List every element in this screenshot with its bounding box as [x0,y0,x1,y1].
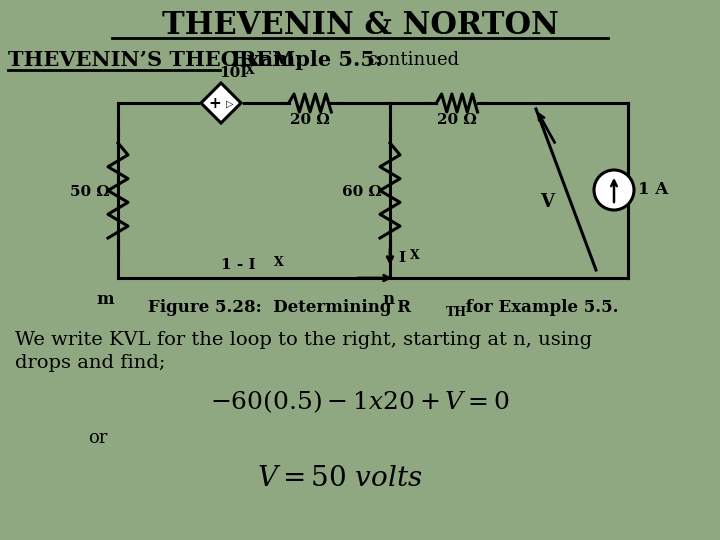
Text: Figure 5.28:  Determining R: Figure 5.28: Determining R [148,300,411,316]
Text: 1 A: 1 A [638,181,668,199]
Text: X: X [274,256,284,269]
Text: 50 Ω: 50 Ω [70,185,110,199]
Text: X: X [410,249,420,262]
Text: THEVENIN’S THEOREM:: THEVENIN’S THEOREM: [8,50,303,70]
Text: X: X [245,64,255,77]
Polygon shape [201,83,241,123]
Text: $-60(0.5)-1x20+V=0$: $-60(0.5)-1x20+V=0$ [210,389,510,415]
Text: TH: TH [446,307,467,320]
Text: 20 Ω: 20 Ω [290,113,330,127]
Text: for Example 5.5.: for Example 5.5. [460,300,618,316]
Text: I: I [398,251,405,265]
Text: +: + [209,96,221,111]
Text: continued: continued [362,51,459,69]
Text: m: m [96,291,114,308]
Text: V: V [540,193,554,211]
Text: 20 Ω: 20 Ω [437,113,477,127]
Text: $V = 50\ \mathit{volts}$: $V = 50\ \mathit{volts}$ [257,464,423,492]
Circle shape [594,170,634,210]
Text: ▷: ▷ [226,99,234,109]
Text: 60 Ω: 60 Ω [342,185,382,199]
Text: Example 5.5:: Example 5.5: [224,50,382,70]
Text: drops and find;: drops and find; [15,354,166,372]
Text: We write KVL for the loop to the right, starting at n, using: We write KVL for the loop to the right, … [15,331,592,349]
Text: THEVENIN & NORTON: THEVENIN & NORTON [161,10,559,40]
Text: n: n [382,291,394,308]
Text: 1 - I: 1 - I [221,258,256,272]
Text: or: or [88,429,107,447]
Text: 10I: 10I [219,66,248,80]
